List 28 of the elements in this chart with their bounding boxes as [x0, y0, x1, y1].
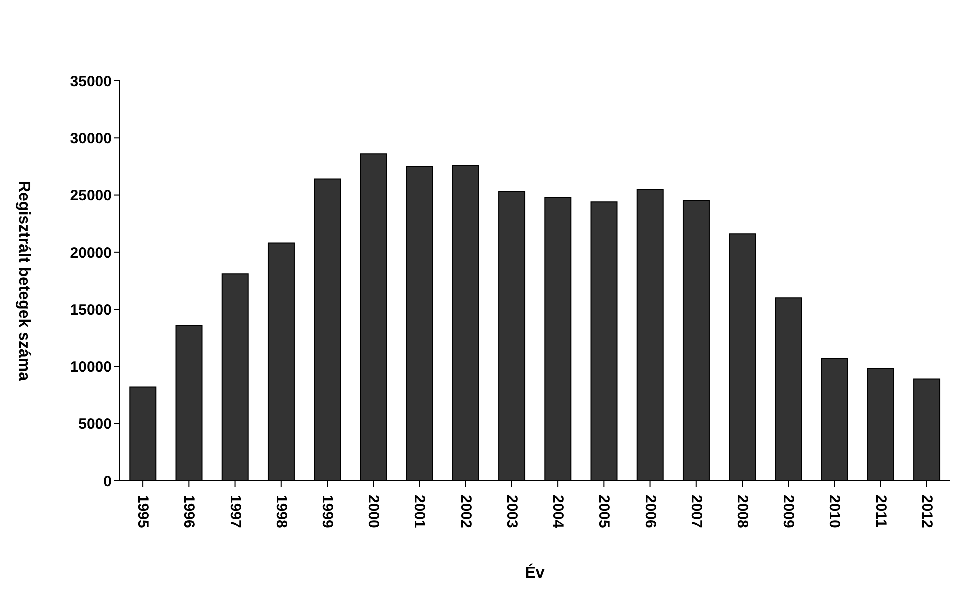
x-tick-label: 2010 — [826, 495, 844, 528]
y-tick-label: 15000 — [70, 302, 112, 319]
x-tick-label: 2008 — [734, 495, 751, 528]
x-tick-label: 2000 — [365, 495, 382, 528]
x-tick-label: 1995 — [134, 495, 152, 528]
x-tick-label: 2006 — [642, 495, 659, 528]
x-tick-label: 2012 — [918, 495, 936, 528]
y-tick-label: 35000 — [70, 73, 112, 90]
x-tick-label: 2009 — [780, 495, 798, 528]
x-axis-title: Év — [525, 563, 545, 582]
x-tick-label: 2005 — [596, 495, 613, 528]
x-tick-label: 1999 — [319, 495, 336, 528]
y-tick-label: 30000 — [70, 130, 112, 148]
y-tick-label: 0 — [104, 473, 112, 490]
y-tick-label: 5000 — [78, 416, 112, 434]
x-tick-label: 2001 — [411, 495, 428, 528]
x-tick-label: 2002 — [457, 495, 474, 528]
y-tick-label: 25000 — [70, 188, 112, 205]
y-tick-label: 20000 — [70, 244, 112, 262]
x-tick-label: 2007 — [688, 495, 705, 528]
x-tick-label: 1996 — [180, 495, 198, 528]
y-tick-label: 10000 — [70, 359, 112, 376]
y-axis-title: Regisztrált betegek száma — [16, 180, 32, 382]
x-tick-label: 2011 — [872, 495, 890, 528]
x-tick-label: 2004 — [550, 495, 567, 530]
x-tick-label: 1998 — [272, 495, 290, 528]
x-tick-label: 1997 — [226, 495, 244, 528]
x-tick-label: 2003 — [503, 495, 520, 528]
